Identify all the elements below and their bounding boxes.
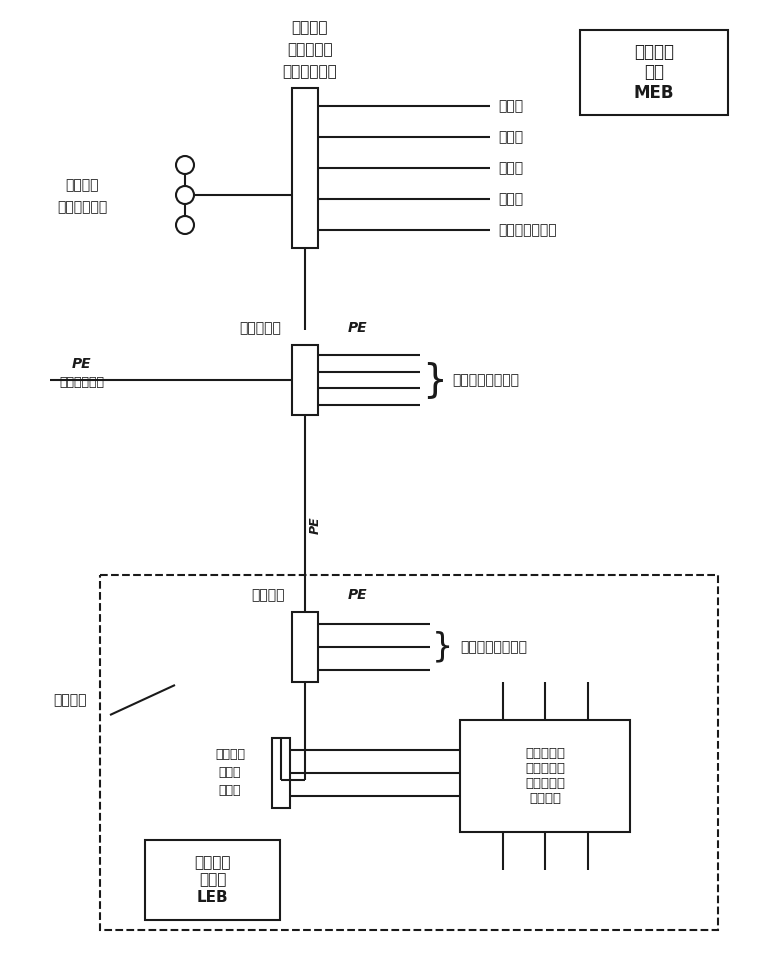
Bar [272, 738, 290, 808]
Bar [460, 720, 630, 832]
Text: 总等电位
联结
MEB: 总等电位 联结 MEB [634, 43, 674, 103]
Text: （假如有时）: （假如有时） [59, 375, 104, 389]
Text: 暖气管: 暖气管 [498, 192, 523, 206]
Text: 端子板: 端子板 [219, 784, 241, 798]
Text: PE: PE [348, 321, 368, 335]
Text: 局部等电
位联结
LEB: 局部等电 位联结 LEB [195, 855, 231, 905]
Text: 下水管: 下水管 [498, 130, 523, 144]
Text: 至电气装置
外的金属管
道及建筑物
金属结构: 至电气装置 外的金属管 道及建筑物 金属结构 [525, 747, 565, 805]
Text: 其它接地措施: 其它接地措施 [57, 200, 107, 214]
Text: 进线配电箱: 进线配电箱 [239, 321, 281, 335]
Text: 局部等电: 局部等电 [215, 748, 245, 761]
Circle shape [176, 216, 194, 234]
Text: 建筑物金属结构: 建筑物金属结构 [498, 223, 556, 237]
Bar [292, 88, 318, 248]
Bar [580, 30, 728, 115]
Text: （总等电位: （总等电位 [287, 43, 333, 57]
Text: 至用电设备及插座: 至用电设备及插座 [460, 640, 527, 654]
Text: PE: PE [309, 516, 321, 534]
Circle shape [176, 186, 194, 204]
Text: 位联结: 位联结 [219, 767, 241, 779]
Text: 局部场所: 局部场所 [53, 693, 87, 707]
Bar [292, 612, 318, 682]
Text: 联结端子板）: 联结端子板） [283, 65, 337, 79]
Text: PE: PE [72, 357, 92, 371]
Text: 至用电设备及插座: 至用电设备及插座 [452, 373, 519, 387]
Circle shape [176, 156, 194, 174]
Text: 煤气管: 煤气管 [498, 161, 523, 175]
Text: }: } [432, 630, 453, 663]
Bar [292, 345, 318, 415]
Text: 分配电箱: 分配电箱 [252, 588, 285, 602]
Text: PE: PE [348, 588, 368, 602]
Text: 接地极或: 接地极或 [65, 178, 99, 192]
Bar [145, 840, 280, 920]
Bar [100, 575, 718, 930]
Text: 接地母排: 接地母排 [292, 20, 328, 36]
Text: }: } [422, 361, 447, 399]
Text: 上水管: 上水管 [498, 99, 523, 113]
